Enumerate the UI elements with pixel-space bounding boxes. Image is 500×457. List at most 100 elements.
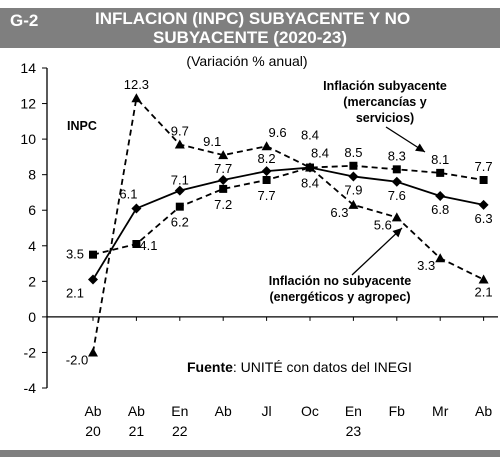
bottom-rule [0,450,500,457]
series-lines [92,96,484,353]
series-markers [88,93,489,357]
marker-square [175,202,184,211]
marker-diamond [478,199,489,210]
data-label: 7.7 [214,161,232,176]
source-note: Fuente: UNITÉ con datos del INEGI [187,359,412,375]
series-annotation: (energéticos y agropec) [269,290,410,304]
data-label: 8.4 [301,128,319,143]
data-label: 6.8 [431,202,449,217]
data-label: 4.1 [139,238,157,253]
y-tick-label: 12 [20,96,36,112]
data-label: 8.2 [258,151,276,166]
series-annotation: servicios) [356,111,414,125]
data-label: 7.7 [258,188,276,203]
y-tick-label: -4 [24,380,37,396]
data-label: 6.2 [171,215,189,230]
series-annotation: Inflación subyacente [323,79,447,93]
marker-diamond [435,191,446,201]
data-labels: 2.1 6.1 7.1 7.7 8.2 8.4 7.9 7.6 6.8 6.3 3.5 4.1 6.2 7… [66,77,493,367]
marker-square [349,161,358,170]
data-label: 6.3 [330,205,348,220]
y-tick-label: 2 [28,273,36,289]
series-line-triangle [92,96,484,353]
y-tick-label: 4 [28,238,36,254]
marker-diamond [131,203,142,214]
x-tick-label-year: 22 [172,423,188,439]
x-tick-label: En [171,403,188,419]
marker-triangle [305,162,315,172]
data-label: 7.9 [344,182,362,197]
data-label: -2.0 [66,352,88,367]
data-label: 2.1 [475,285,493,300]
y-tick-label: 0 [28,309,36,325]
series-line-diamond [92,166,484,281]
data-label: 9.7 [171,123,189,138]
marker-triangle [131,93,142,103]
marker-square [436,168,445,177]
y-tick-label: 14 [20,60,36,76]
data-label: 9.1 [203,134,221,149]
chart-title-line1: INFLACION (INPC) SUBYACENTE Y NO [95,9,411,28]
source-text: : UNITÉ con datos del INEGI [233,359,412,375]
arrowhead-icon [392,228,402,238]
chart-subtitle-group: (Variación % anual) [186,53,307,69]
data-label: 5.6 [374,217,392,232]
data-label: 7.6 [388,188,406,203]
y-tick-label: 6 [28,202,36,218]
x-tick-label: Ab [215,403,232,419]
x-tick-label: En [345,403,362,419]
series-annotations: INPC Inflación subyacente (mercancías y ser… [67,79,447,375]
x-tick-label: Mr [432,403,449,419]
marker-triangle [174,139,185,149]
series-annotation: Inflación no subyacente [269,274,411,288]
arrowhead-icon [415,143,425,152]
x-tick-label: Ab [128,403,145,419]
annotation-arrow [351,227,403,276]
marker-square [479,176,488,184]
marker-square [132,240,141,248]
y-tick-label: 8 [28,167,36,183]
data-label: 8.5 [344,145,362,160]
marker-triangle [435,253,446,263]
data-label: 8.4 [311,146,329,161]
marker-diamond [261,166,272,177]
data-label: 3.3 [417,258,435,273]
marker-triangle [478,274,489,284]
chart-subtitle: (Variación % anual) [186,53,307,69]
x-tick-label: Oc [301,403,319,419]
x-tick-label-year: 21 [129,423,145,439]
data-label: 7.2 [214,197,232,212]
data-label: 9.6 [269,125,287,140]
y-tick-label: -2 [24,344,37,360]
data-label: 3.5 [66,247,84,262]
series-line-square [92,164,484,256]
chart-title-line2: SUBYACENTE (2020-23) [153,28,347,47]
source-label: Fuente [187,359,233,375]
marker-triangle [261,141,272,151]
data-label: 8.4 [301,176,319,191]
data-label: 7.1 [171,173,189,188]
marker-triangle [88,347,98,357]
data-label: 7.7 [475,159,493,174]
marker-square [89,250,97,259]
y-tick-label: 10 [20,131,36,147]
chart-axes: -4 -2 0 2 4 6 8 10 12 14 Ab 20 Ab 21 En 22 Ab Jl Oc En 23 Fb M… [20,60,498,439]
series-annotation: INPC [67,119,97,133]
data-label: 12.3 [124,77,149,92]
marker-square [219,184,228,193]
marker-triangle [348,199,359,209]
data-label: 2.1 [66,286,84,301]
x-tick-label: Jl [262,403,272,419]
marker-diamond [88,274,98,285]
x-tick-label: Ab [84,403,101,419]
data-label: 6.1 [119,186,137,201]
data-label: 6.3 [475,211,493,226]
data-label: 8.3 [388,148,406,163]
data-label: 8.1 [431,152,449,167]
marker-diamond [174,185,185,196]
series-annotation: (mercancías y [343,95,426,109]
x-tick-label: Fb [389,403,406,419]
marker-square [262,176,271,184]
